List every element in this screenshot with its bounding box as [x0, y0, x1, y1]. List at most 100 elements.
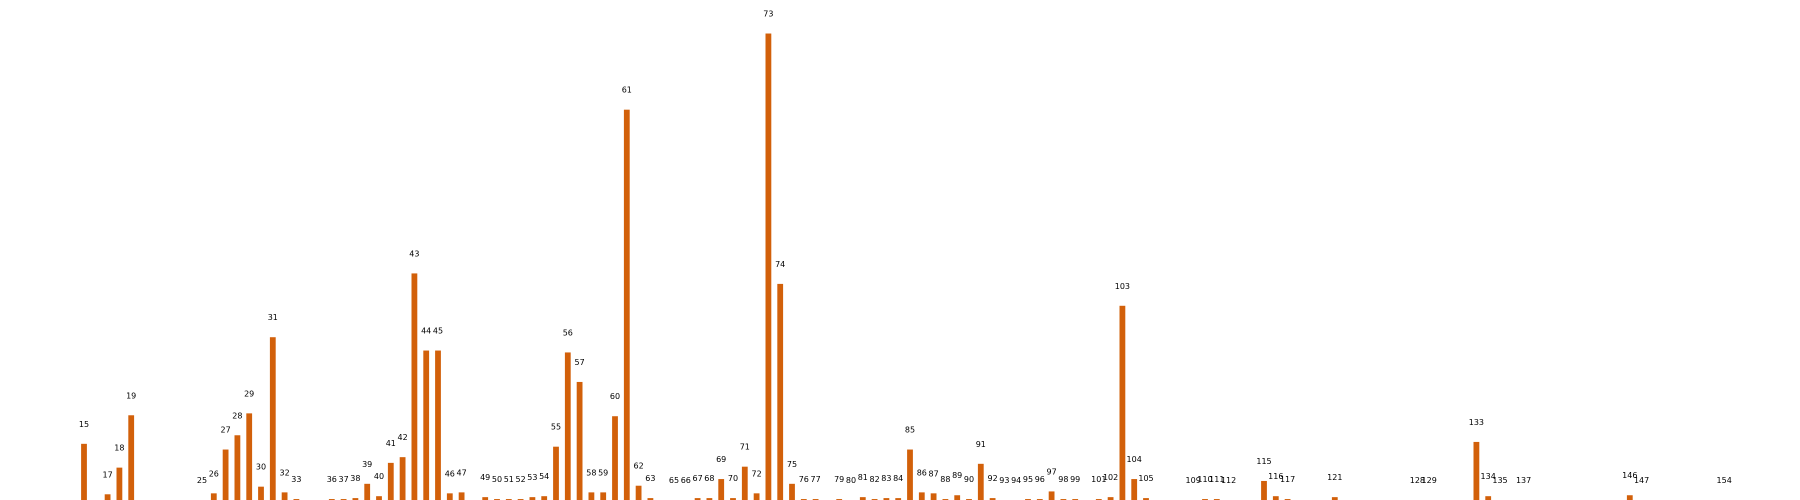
bar-label-146: 146 — [1622, 471, 1637, 480]
bar-label-110: 110 — [1197, 475, 1212, 484]
bar-label-133: 133 — [1469, 418, 1484, 427]
bar-label-87: 87 — [929, 469, 939, 478]
bar-label-17: 17 — [103, 470, 113, 479]
bar-31 — [269, 337, 276, 500]
bar-58 — [588, 492, 595, 500]
bars-group — [81, 33, 1633, 500]
bar-label-80: 80 — [846, 476, 856, 485]
bar-49 — [482, 497, 489, 500]
bar-label-57: 57 — [575, 358, 585, 367]
bar-42 — [399, 457, 406, 500]
bar-56 — [564, 352, 571, 500]
bar-label-29: 29 — [244, 389, 254, 398]
bar-26 — [210, 493, 217, 500]
bar-label-85: 85 — [905, 426, 915, 435]
bar-97 — [1048, 491, 1055, 500]
bar-label-62: 62 — [634, 462, 644, 471]
bar-label-70: 70 — [728, 474, 738, 483]
bar-73 — [765, 33, 772, 500]
bar-89 — [954, 495, 961, 500]
bar-label-86: 86 — [917, 468, 927, 477]
bar-label-97: 97 — [1047, 467, 1057, 476]
bar-label-102: 102 — [1103, 473, 1118, 482]
bar-18 — [116, 467, 123, 500]
bar-105 — [1143, 498, 1149, 500]
bar-label-84: 84 — [893, 474, 903, 483]
bar-label-56: 56 — [563, 328, 573, 337]
bar-label-135: 135 — [1492, 476, 1507, 485]
bar-label-121: 121 — [1327, 473, 1342, 482]
bar-44 — [423, 350, 430, 500]
bar-label-43: 43 — [409, 249, 419, 258]
bar-label-30: 30 — [256, 463, 266, 472]
bar-label-94: 94 — [1011, 476, 1021, 485]
bar-label-67: 67 — [693, 474, 703, 483]
bar-label-74: 74 — [775, 260, 785, 269]
bar-40 — [376, 496, 382, 500]
bar-61 — [623, 109, 630, 500]
bar-label-55: 55 — [551, 423, 561, 432]
bar-69 — [718, 479, 725, 500]
bar-label-66: 66 — [681, 476, 691, 485]
bar-115 — [1261, 480, 1267, 500]
bar-label-41: 41 — [386, 439, 396, 448]
bar-72 — [753, 493, 760, 500]
bar-label-50: 50 — [492, 475, 502, 484]
bar-label-83: 83 — [881, 474, 891, 483]
bar-label-69: 69 — [716, 455, 726, 464]
bar-label-137: 137 — [1516, 476, 1531, 485]
bar-63 — [647, 498, 654, 500]
bar-46 — [446, 493, 453, 500]
bar-27 — [222, 449, 229, 500]
bar-label-89: 89 — [952, 471, 962, 480]
bar-label-93: 93 — [999, 476, 1009, 485]
bar-label-75: 75 — [787, 460, 797, 469]
bar-label-61: 61 — [622, 86, 632, 95]
bar-label-117: 117 — [1280, 475, 1295, 484]
bar-label-68: 68 — [704, 474, 714, 483]
bar-label-45: 45 — [433, 327, 443, 336]
bar-86 — [918, 492, 925, 500]
bar-15 — [81, 443, 87, 500]
bar-label-27: 27 — [221, 426, 231, 435]
bar-45 — [435, 350, 441, 500]
bar-label-115: 115 — [1256, 457, 1271, 466]
bar-label-18: 18 — [114, 444, 124, 453]
bar-label-42: 42 — [398, 433, 408, 442]
bar-label-103: 103 — [1115, 282, 1130, 291]
bar-70 — [730, 498, 736, 500]
bar-146 — [1626, 495, 1633, 500]
bar-label-90: 90 — [964, 475, 974, 484]
bar-label-54: 54 — [539, 472, 549, 481]
bar-116 — [1272, 496, 1279, 500]
bar-53 — [529, 497, 536, 500]
bar-label-112: 112 — [1221, 476, 1236, 485]
bar-label-82: 82 — [870, 475, 880, 484]
bar-91 — [977, 463, 984, 500]
bar-57 — [576, 381, 583, 500]
bar-54 — [541, 496, 548, 500]
bar-label-98: 98 — [1058, 475, 1068, 484]
bar-label-38: 38 — [350, 474, 360, 483]
bar-85 — [907, 449, 913, 500]
bar-label-88: 88 — [940, 475, 950, 484]
bar-label-147: 147 — [1634, 476, 1649, 485]
bar-19 — [128, 415, 135, 500]
bar-label-44: 44 — [421, 327, 431, 336]
bar-label-19: 19 — [126, 391, 136, 400]
bar-92 — [989, 498, 996, 500]
bar-label-37: 37 — [339, 475, 349, 484]
bar-label-91: 91 — [976, 440, 986, 449]
bar-label-53: 53 — [527, 473, 537, 482]
bar-43 — [411, 273, 418, 500]
bar-label-111: 111 — [1209, 475, 1224, 484]
bar-label-46: 46 — [445, 469, 455, 478]
bar-label-39: 39 — [362, 460, 372, 469]
bar-81 — [859, 497, 866, 500]
bar-label-77: 77 — [811, 475, 821, 484]
bar-32 — [281, 492, 288, 500]
bar-55 — [553, 446, 559, 500]
bar-label-60: 60 — [610, 392, 620, 401]
bar-68 — [706, 498, 713, 500]
